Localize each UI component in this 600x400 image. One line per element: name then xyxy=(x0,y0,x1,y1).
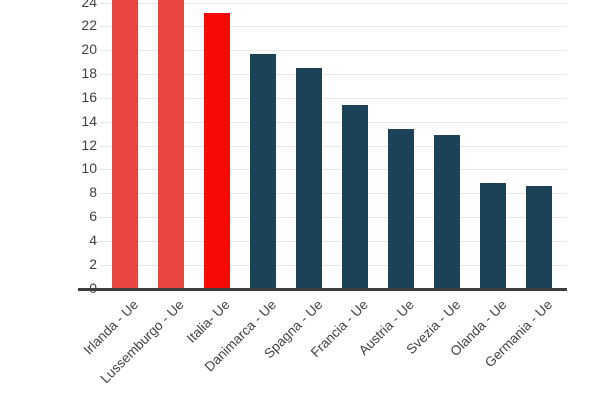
y-axis-tick-label: 20 xyxy=(81,41,97,57)
y-axis-tick-label: 6 xyxy=(89,208,97,224)
y-axis-tick-label: 14 xyxy=(81,113,97,129)
gridline xyxy=(100,146,567,147)
bar xyxy=(525,186,552,288)
y-axis-tick-label: 18 xyxy=(81,65,97,81)
gridline xyxy=(100,50,567,51)
bar xyxy=(249,54,276,289)
y-axis-tick-label: 12 xyxy=(81,137,97,153)
bar xyxy=(157,0,184,289)
gridline xyxy=(100,3,567,4)
gridline xyxy=(100,265,567,266)
bar xyxy=(387,129,414,289)
gridline xyxy=(100,193,567,194)
gridline xyxy=(100,122,567,123)
bar xyxy=(479,183,506,289)
y-axis-tick-label: 10 xyxy=(81,160,97,176)
bar xyxy=(295,68,322,288)
y-axis-tick-label: 22 xyxy=(81,17,97,33)
bar xyxy=(111,0,138,289)
y-axis-tick-label: 4 xyxy=(89,232,97,248)
x-axis-label: Lussemburgo - Ue xyxy=(97,297,188,387)
gridline xyxy=(100,98,567,99)
bar xyxy=(433,135,460,289)
bar xyxy=(203,13,230,288)
gridline xyxy=(100,26,567,27)
gridline xyxy=(100,74,567,75)
y-axis-tick-label: 8 xyxy=(89,184,97,200)
y-axis-tick-label: 24 xyxy=(81,0,97,10)
gridline xyxy=(100,241,567,242)
gridline xyxy=(100,217,567,218)
x-axis-line xyxy=(78,288,567,291)
y-axis-tick-label: 2 xyxy=(89,256,97,272)
bar xyxy=(341,105,368,289)
y-axis-tick-label: 16 xyxy=(81,89,97,105)
gridline xyxy=(100,169,567,170)
